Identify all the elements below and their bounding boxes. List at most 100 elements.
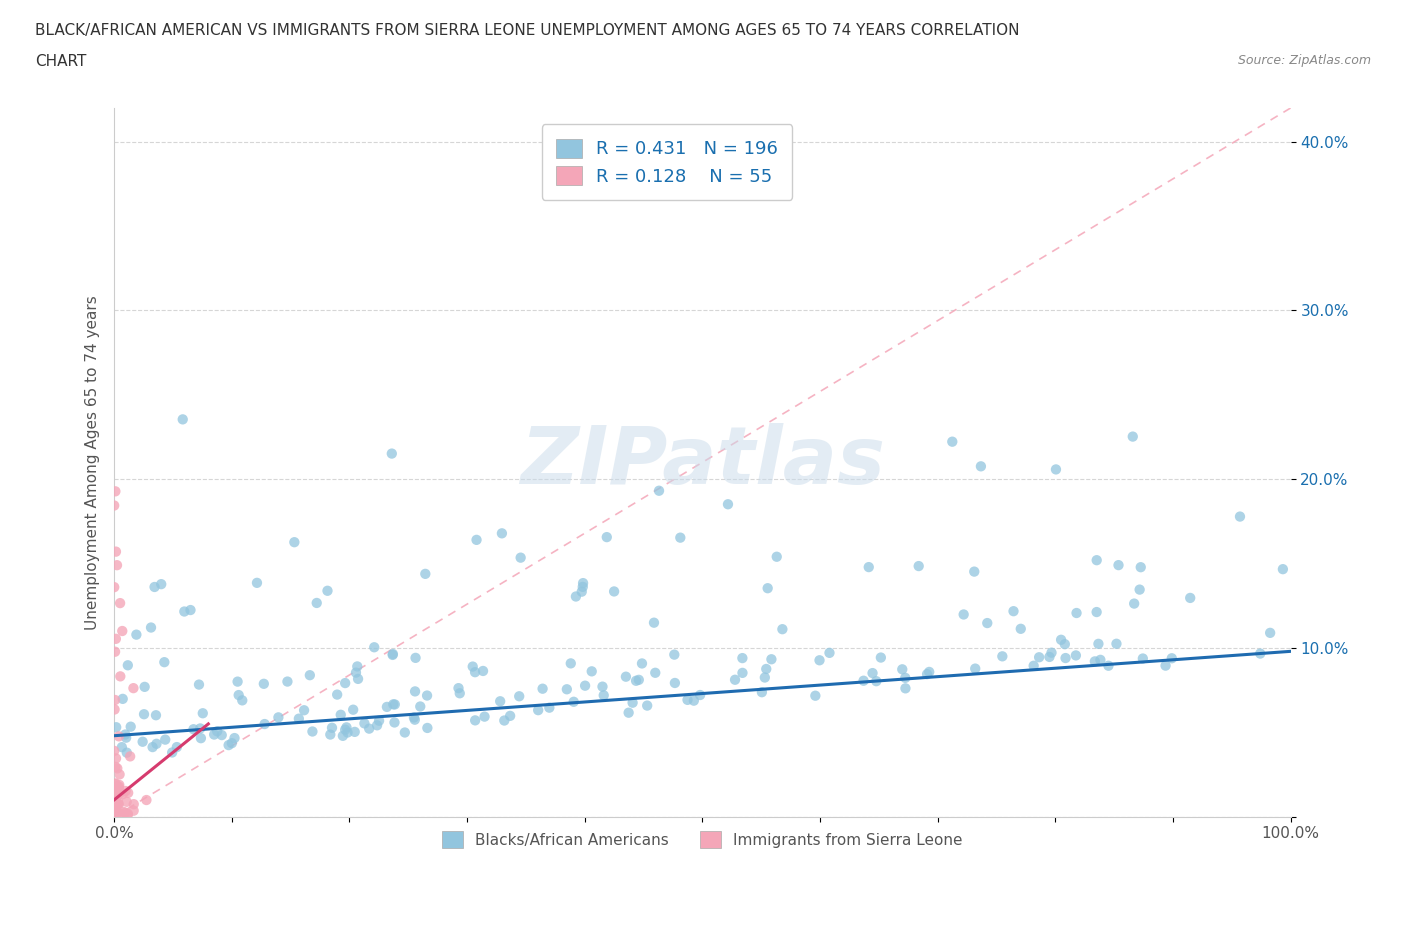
Point	[565, 589, 588, 604]
Point	[494, 713, 516, 728]
Point	[150, 577, 173, 591]
Point	[731, 666, 754, 681]
Point	[409, 699, 432, 714]
Point	[142, 739, 165, 754]
Point	[110, 669, 132, 684]
Point	[581, 664, 603, 679]
Point	[107, 797, 129, 812]
Point	[333, 723, 356, 737]
Point	[115, 730, 138, 745]
Point	[614, 670, 637, 684]
Point	[218, 737, 240, 752]
Point	[103, 806, 125, 821]
Point	[366, 718, 388, 733]
Point	[689, 687, 711, 702]
Point	[976, 616, 998, 631]
Point	[381, 646, 404, 661]
Point	[1249, 646, 1271, 661]
Point	[231, 693, 253, 708]
Point	[253, 717, 276, 732]
Point	[384, 715, 406, 730]
Point	[105, 558, 128, 573]
Point	[1085, 604, 1108, 619]
Point	[560, 656, 582, 671]
Point	[316, 583, 339, 598]
Point	[1108, 558, 1130, 573]
Point	[865, 673, 887, 688]
Point	[491, 525, 513, 540]
Point	[342, 702, 364, 717]
Point	[191, 706, 214, 721]
Point	[326, 687, 349, 702]
Point	[122, 804, 145, 818]
Point	[907, 559, 929, 574]
Point	[104, 760, 127, 775]
Point	[120, 749, 142, 764]
Point	[375, 699, 398, 714]
Point	[472, 663, 495, 678]
Point	[1002, 604, 1025, 618]
Point	[1085, 552, 1108, 567]
Legend: Blacks/African Americans, Immigrants from Sierra Leone: Blacks/African Americans, Immigrants fro…	[432, 820, 973, 858]
Point	[108, 786, 131, 801]
Point	[1010, 621, 1032, 636]
Point	[346, 659, 368, 674]
Point	[572, 576, 595, 591]
Point	[172, 412, 194, 427]
Point	[664, 675, 686, 690]
Point	[1129, 560, 1152, 575]
Point	[754, 671, 776, 685]
Point	[669, 530, 692, 545]
Text: ZIPatlas: ZIPatlas	[520, 423, 884, 501]
Point	[202, 727, 225, 742]
Point	[112, 804, 135, 819]
Point	[636, 698, 658, 713]
Point	[509, 551, 531, 565]
Point	[125, 627, 148, 642]
Point	[621, 696, 644, 711]
Text: CHART: CHART	[35, 54, 87, 69]
Point	[117, 786, 139, 801]
Point	[115, 794, 138, 809]
Point	[416, 721, 439, 736]
Point	[145, 737, 167, 751]
Point	[105, 720, 128, 735]
Point	[415, 566, 437, 581]
Point	[321, 721, 343, 736]
Point	[1084, 654, 1107, 669]
Point	[562, 695, 585, 710]
Point	[970, 458, 993, 473]
Point	[336, 725, 359, 740]
Point	[224, 731, 246, 746]
Point	[1090, 653, 1112, 668]
Point	[676, 693, 699, 708]
Point	[105, 783, 128, 798]
Point	[120, 719, 142, 734]
Point	[648, 484, 671, 498]
Point	[1054, 651, 1077, 666]
Point	[447, 681, 470, 696]
Point	[122, 681, 145, 696]
Point	[107, 797, 129, 812]
Point	[283, 535, 305, 550]
Point	[1122, 429, 1144, 444]
Point	[301, 724, 323, 739]
Point	[319, 727, 342, 742]
Point	[329, 708, 352, 723]
Point	[381, 446, 404, 461]
Point	[596, 530, 619, 545]
Point	[107, 781, 129, 796]
Point	[298, 668, 321, 683]
Text: Source: ZipAtlas.com: Source: ZipAtlas.com	[1237, 54, 1371, 67]
Point	[755, 661, 778, 676]
Point	[1087, 636, 1109, 651]
Point	[103, 498, 125, 513]
Y-axis label: Unemployment Among Ages 65 to 74 years: Unemployment Among Ages 65 to 74 years	[86, 295, 100, 630]
Point	[105, 806, 128, 821]
Point	[335, 720, 357, 735]
Point	[1180, 591, 1202, 605]
Point	[188, 721, 211, 736]
Point	[117, 658, 139, 672]
Point	[1050, 632, 1073, 647]
Point	[1028, 650, 1050, 665]
